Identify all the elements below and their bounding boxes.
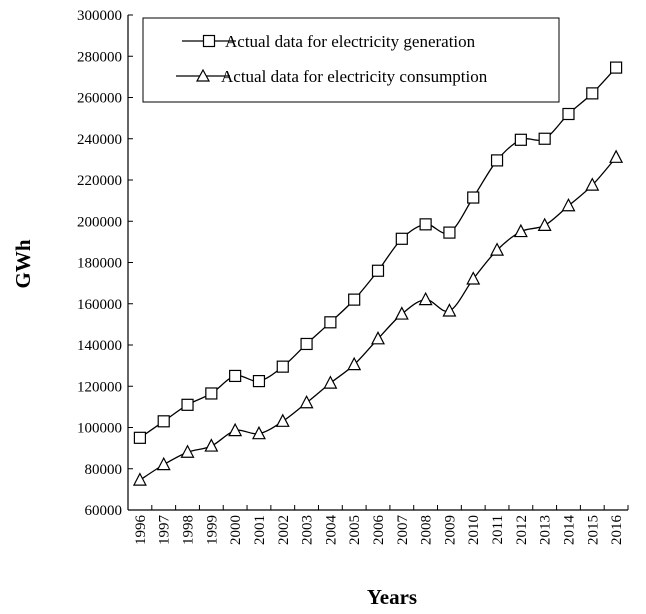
legend-square-marker [202,34,216,48]
x-tick-label: 2003 [300,515,316,545]
data-point-generation [229,369,242,383]
y-tick-label: 80000 [85,462,123,478]
data-point-consumption [156,456,171,471]
y-tick-label: 240000 [77,132,122,148]
plot-area: 60000 80000 100000 120000 140000 160000 180000… [77,8,629,546]
x-tick-label: 2012 [514,515,530,545]
x-tick-label: 2005 [347,515,363,545]
x-tick-label: 1999 [204,515,220,545]
legend: Actual data for electricity generation A… [142,17,560,103]
data-point-consumption [132,472,147,486]
data-point-consumption [204,438,219,452]
x-tick-label: 1997 [157,515,173,546]
data-point-generation [586,87,599,100]
y-tick-label: 180000 [77,256,122,272]
data-point-consumption [513,223,528,238]
data-point-consumption [490,242,505,256]
data-point-generation [371,264,385,277]
y-tick-label: 200000 [77,214,122,230]
data-point-consumption [394,306,409,320]
data-point-generation [467,191,480,204]
series-line-consumption [139,156,617,481]
data-point-generation [514,133,527,146]
data-point-generation [324,316,337,329]
x-tick-label: 2001 [252,515,268,545]
data-point-consumption [585,177,600,191]
y-tick-label: 140000 [77,338,122,354]
data-point-consumption [418,291,433,306]
data-point-consumption [609,149,624,163]
legend-label-consumption: Actual data for electricity consumption [221,67,488,86]
data-point-generation [300,337,313,351]
data-point-generation [348,293,361,306]
data-point-generation [490,154,504,167]
x-tick-label: 2015 [585,515,601,545]
x-tick-label: 2002 [276,515,292,545]
data-point-consumption [275,413,290,427]
legend-triangle-marker [195,68,211,82]
x-tick-label: 2016 [609,515,625,546]
y-axis-title: GWh [11,239,35,288]
data-point-generation [395,232,408,245]
data-point-consumption [251,425,266,440]
x-tick-label: 2008 [419,515,435,545]
data-point-consumption [323,375,338,389]
data-point-consumption [299,394,314,409]
y-tick-label: 60000 [85,503,123,519]
x-tick-label: 1996 [133,515,149,546]
legend-label-generation: Actual data for electricity generation [225,32,476,51]
data-point-consumption [561,197,576,212]
data-point-generation [562,107,575,121]
x-tick-label: 2014 [561,515,577,546]
x-tick-label: 2000 [228,515,244,545]
data-point-generation [157,415,170,428]
x-tick-label: 2011 [490,515,506,544]
x-tick-label: 1998 [181,515,197,545]
x-tick-label: 2013 [538,515,554,545]
y-tick-label: 260000 [77,91,122,107]
series-line-generation [139,67,617,439]
x-tick-label: 2007 [395,515,411,546]
data-point-consumption [347,356,362,371]
x-tick-label: 2004 [323,515,339,546]
y-tick-label: 120000 [77,379,122,395]
x-tick-label: 2009 [442,515,458,545]
y-tick-label: 280000 [77,49,122,65]
y-tick-label: 220000 [77,173,122,189]
data-point-generation [276,360,289,373]
y-tick-label: 100000 [77,421,122,437]
data-point-generation [181,398,194,411]
data-point-consumption [180,444,195,458]
data-point-generation [205,387,218,400]
x-tick-label: 2006 [371,515,387,546]
data-point-generation [419,218,432,231]
data-point-consumption [442,303,457,317]
x-tick-label: 2010 [466,515,482,545]
data-point-generation [252,374,266,388]
data-point-generation [609,61,623,74]
x-axis-title: Years [367,585,417,609]
data-point-consumption [371,331,385,345]
data-point-consumption [466,271,481,285]
data-point-generation [133,431,147,444]
data-point-generation [443,226,456,239]
data-point-consumption [537,217,552,231]
y-tick-label: 300000 [77,8,122,24]
data-point-consumption [228,422,243,437]
y-tick-label: 160000 [77,297,122,313]
data-point-generation [538,132,551,145]
legend-box [142,17,560,103]
